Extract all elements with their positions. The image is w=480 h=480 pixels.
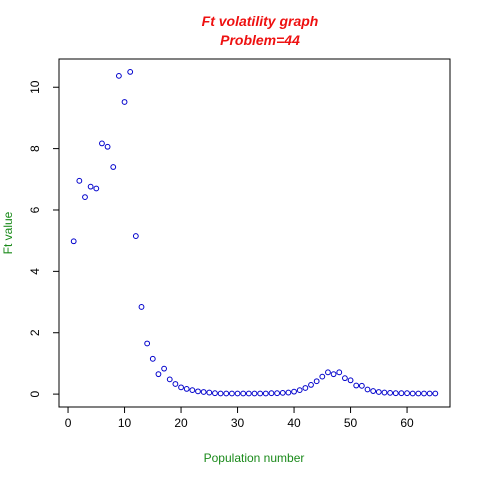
data-point <box>404 390 410 397</box>
data-point <box>87 183 94 190</box>
data-point <box>296 387 303 394</box>
data-point <box>104 143 111 150</box>
y-tick-label: 4 <box>28 268 42 275</box>
data-point <box>421 390 427 397</box>
y-axis-label: Ft value <box>1 211 15 254</box>
data-point <box>325 369 331 376</box>
y-tick-label: 10 <box>28 80 42 94</box>
data-point <box>99 140 105 147</box>
data-point <box>234 390 241 397</box>
data-point <box>144 340 151 347</box>
data-point <box>200 389 207 395</box>
x-tick-label: 60 <box>400 416 414 430</box>
data-point <box>387 389 394 396</box>
data-point <box>212 390 218 397</box>
data-point <box>342 375 348 382</box>
y-tick-label: 0 <box>28 390 42 397</box>
data-point <box>308 382 314 388</box>
data-point <box>70 238 77 245</box>
data-point <box>189 387 196 394</box>
data-point <box>432 390 439 397</box>
y-axis: 0 2 4 6 8 10 <box>28 80 59 397</box>
data-point <box>347 377 354 384</box>
data-point <box>195 388 201 395</box>
data-point <box>245 390 252 397</box>
data-point <box>121 99 128 105</box>
plot-frame <box>58 58 451 408</box>
data-point <box>183 385 190 392</box>
chart-title: Ft volatility graph <box>202 13 319 29</box>
data-point <box>76 177 83 184</box>
x-tick-label: 30 <box>231 416 245 430</box>
data-point <box>268 390 275 397</box>
data-point <box>132 233 139 239</box>
data-point <box>110 164 117 170</box>
y-tick-label: 2 <box>28 329 42 336</box>
data-point <box>302 385 309 391</box>
data-point <box>291 388 297 395</box>
x-tick-label: 40 <box>287 416 301 430</box>
data-point <box>172 381 179 387</box>
data-point <box>392 390 399 397</box>
data-point <box>228 390 235 397</box>
data-point <box>398 390 405 397</box>
data-point <box>313 378 320 385</box>
x-tick-label: 20 <box>174 416 188 430</box>
data-point <box>82 194 88 200</box>
data-point <box>206 389 213 396</box>
chart-subtitle: Problem=44 <box>220 32 300 48</box>
data-point <box>166 376 173 383</box>
data-point <box>319 373 326 380</box>
data-point <box>93 185 100 192</box>
data-point <box>336 369 343 376</box>
data-point <box>285 389 292 396</box>
data-point <box>240 390 247 397</box>
data-point <box>353 382 360 389</box>
data-point <box>415 390 422 397</box>
data-point <box>161 365 167 372</box>
data-point <box>262 390 269 397</box>
y-tick-label: 6 <box>28 206 42 213</box>
x-tick-label: 50 <box>344 416 358 430</box>
data-point <box>375 389 382 395</box>
data-point <box>115 72 122 79</box>
data-point <box>274 390 281 397</box>
data-point <box>330 371 337 378</box>
data-point <box>426 390 433 397</box>
data-point <box>358 382 365 389</box>
y-tick-label: 8 <box>28 145 42 152</box>
data-point <box>138 304 145 310</box>
data-point <box>223 390 230 397</box>
x-axis-label: Population number <box>204 451 305 465</box>
data-point <box>364 386 371 393</box>
data-point <box>251 390 258 397</box>
data-point <box>381 389 388 396</box>
data-point <box>257 390 264 397</box>
data-points <box>70 68 439 397</box>
data-point <box>409 390 416 397</box>
x-axis: 0 10 20 30 40 50 60 <box>65 407 414 430</box>
x-tick-label: 0 <box>65 416 72 430</box>
data-point <box>279 389 286 396</box>
data-point <box>370 388 377 394</box>
data-point <box>155 371 162 378</box>
data-point <box>178 384 184 391</box>
data-point <box>217 390 224 397</box>
data-point <box>127 68 134 75</box>
data-point <box>149 355 156 362</box>
x-tick-label: 10 <box>118 416 132 430</box>
